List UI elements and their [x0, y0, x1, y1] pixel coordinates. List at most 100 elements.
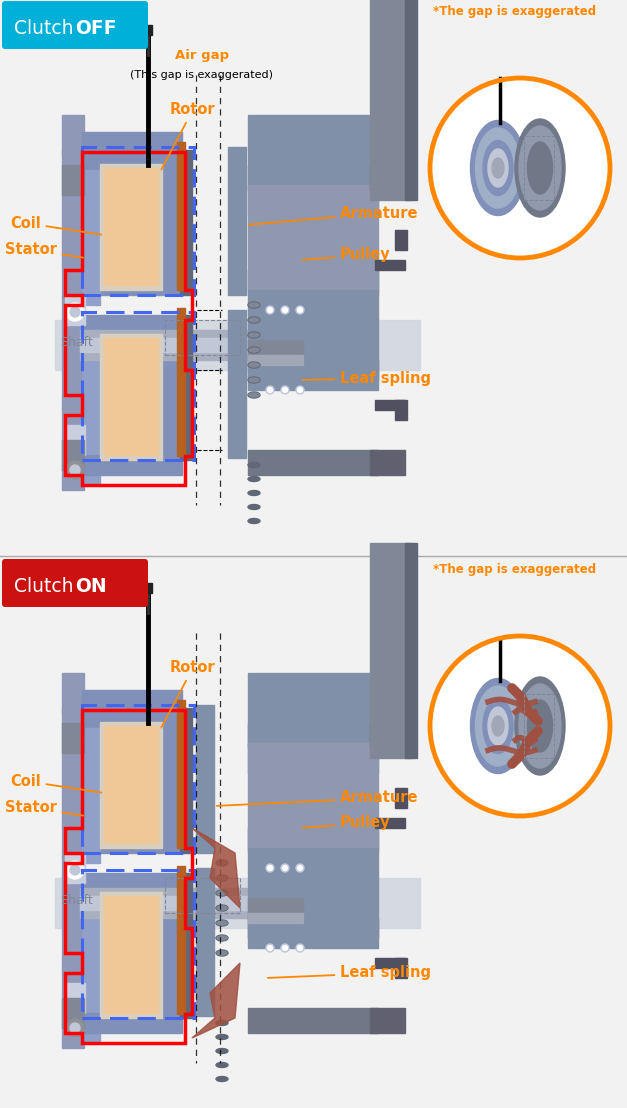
Bar — [144, 583, 152, 593]
Bar — [228, 147, 246, 295]
Ellipse shape — [248, 347, 260, 353]
Bar — [248, 450, 378, 475]
Bar — [248, 355, 303, 365]
Ellipse shape — [249, 378, 259, 382]
Ellipse shape — [266, 864, 274, 872]
Ellipse shape — [216, 875, 228, 881]
Ellipse shape — [70, 865, 80, 875]
Polygon shape — [192, 828, 240, 907]
Bar — [82, 315, 182, 460]
Bar — [248, 165, 378, 189]
Bar — [248, 913, 303, 923]
Text: Rotor: Rotor — [161, 660, 216, 728]
Bar — [177, 308, 185, 456]
Ellipse shape — [248, 377, 260, 383]
FancyBboxPatch shape — [2, 560, 148, 607]
Ellipse shape — [266, 306, 274, 314]
Bar — [65, 853, 85, 883]
Text: Leaf spling: Leaf spling — [303, 370, 431, 386]
Bar — [100, 892, 162, 1018]
Text: Clutch: Clutch — [14, 19, 80, 38]
Ellipse shape — [248, 302, 260, 308]
Bar — [100, 334, 162, 460]
Ellipse shape — [216, 1048, 228, 1054]
Bar — [370, 724, 405, 748]
Text: Armature: Armature — [217, 790, 418, 806]
Ellipse shape — [281, 386, 289, 394]
Bar — [165, 878, 240, 913]
Text: Pulley: Pulley — [303, 247, 391, 263]
Bar — [248, 115, 378, 215]
Bar — [62, 165, 84, 195]
Text: Coil: Coil — [10, 773, 101, 792]
Bar — [248, 185, 378, 295]
Bar — [100, 164, 162, 290]
Bar — [55, 320, 420, 370]
Bar — [375, 260, 405, 270]
Bar — [370, 543, 412, 758]
Bar — [104, 896, 158, 1013]
Text: Clutch: Clutch — [14, 576, 80, 595]
Bar — [82, 690, 182, 710]
Ellipse shape — [248, 519, 260, 523]
Ellipse shape — [248, 317, 260, 324]
Bar — [248, 724, 378, 748]
Bar — [177, 700, 185, 848]
Ellipse shape — [217, 936, 227, 940]
Bar — [80, 330, 365, 360]
Bar — [196, 868, 214, 1016]
Ellipse shape — [249, 302, 259, 307]
Ellipse shape — [297, 865, 302, 871]
Bar — [80, 338, 365, 352]
Ellipse shape — [249, 318, 259, 322]
Ellipse shape — [281, 306, 289, 314]
Bar — [100, 722, 162, 848]
Ellipse shape — [268, 945, 273, 951]
Bar — [180, 315, 192, 460]
Bar — [524, 136, 554, 201]
Text: Coil: Coil — [10, 215, 101, 235]
Ellipse shape — [217, 876, 227, 880]
Bar — [100, 892, 162, 1018]
Bar — [82, 705, 194, 853]
Text: Armature: Armature — [249, 205, 418, 225]
Ellipse shape — [268, 308, 273, 312]
Bar — [180, 708, 192, 853]
Bar — [248, 828, 378, 848]
Text: Stator: Stator — [5, 243, 83, 257]
Bar — [524, 694, 554, 758]
Ellipse shape — [66, 1019, 84, 1037]
Circle shape — [430, 636, 610, 815]
Bar — [395, 400, 407, 420]
Ellipse shape — [283, 945, 288, 951]
Ellipse shape — [217, 921, 227, 925]
Bar — [80, 896, 365, 910]
Bar — [370, 450, 405, 475]
Bar — [248, 340, 303, 360]
Bar — [165, 320, 240, 355]
Bar — [405, 0, 417, 201]
Bar — [62, 724, 84, 753]
Bar — [180, 873, 192, 1018]
Bar — [104, 726, 158, 843]
Ellipse shape — [216, 1020, 228, 1026]
Ellipse shape — [248, 491, 260, 495]
Bar — [248, 848, 378, 948]
Ellipse shape — [475, 686, 520, 766]
Ellipse shape — [488, 148, 508, 187]
Ellipse shape — [283, 308, 288, 312]
Bar — [180, 150, 192, 295]
Bar — [65, 295, 85, 325]
Bar — [65, 425, 85, 455]
Bar — [177, 142, 185, 290]
Ellipse shape — [297, 308, 302, 312]
Bar — [82, 147, 194, 295]
Bar — [82, 150, 182, 295]
Ellipse shape — [216, 905, 228, 911]
Ellipse shape — [283, 388, 288, 392]
Ellipse shape — [296, 386, 304, 394]
Ellipse shape — [296, 944, 304, 952]
Ellipse shape — [519, 684, 561, 768]
Ellipse shape — [216, 935, 228, 941]
Text: *The gap is exaggerated: *The gap is exaggerated — [433, 6, 596, 18]
